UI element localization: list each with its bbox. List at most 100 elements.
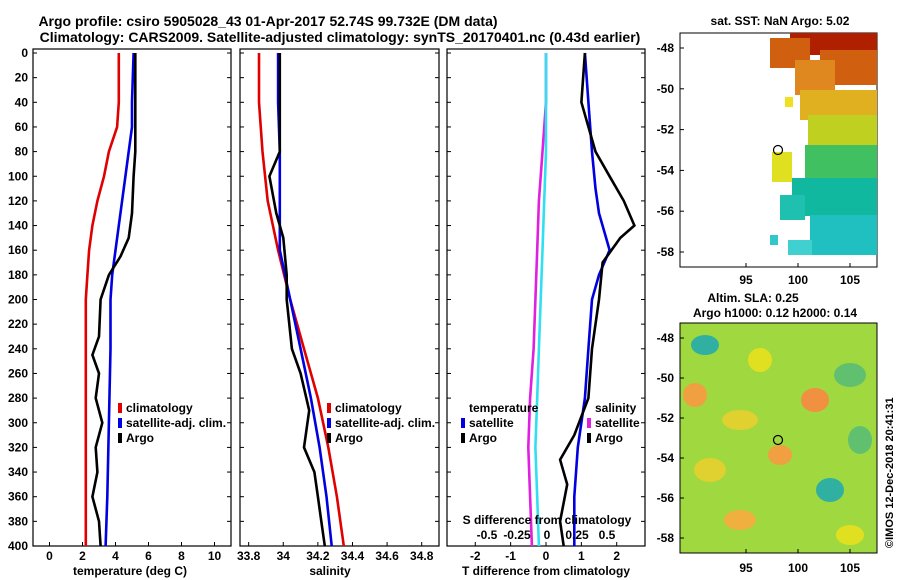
series-line-salinity-satellite [534, 53, 548, 547]
map-y-tick-label: -54 [657, 451, 675, 465]
map-y-tick-label: -56 [657, 491, 675, 505]
map-y-tick-label: -48 [657, 41, 675, 55]
x-tick-label: 1 [578, 549, 585, 563]
legend-argo: Argo [335, 431, 363, 445]
depth-tick-label: 140 [8, 219, 28, 233]
sla-map-axes: -48 -50 -52 -54 -56 -58 95 100 105 [657, 331, 861, 575]
map-x-tick-label: 95 [739, 561, 753, 575]
map-x-tick-label: 95 [739, 273, 753, 287]
map-y-tick-label: -52 [657, 411, 675, 425]
map-x-tick-label: 100 [788, 561, 808, 575]
x-tick-label: 10 [208, 549, 222, 563]
series-line-argo [91, 53, 137, 547]
salinity-panel-frame [239, 48, 440, 547]
sst-map-axes: -48 -50 -52 -54 -56 -58 95 100 105 [657, 41, 861, 287]
depth-axis: 0 20 40 60 80 100 120 140 160 180 200 220 240 260 280 3… [8, 46, 645, 553]
depth-tick-label: 100 [8, 169, 28, 183]
sst-map [679, 32, 878, 268]
title-line-1: Argo profile: csiro 5905028_43 01-Apr-20… [38, 13, 497, 29]
legend-temperature-title: temperature [469, 401, 539, 415]
legend-satellite-adj: satellite-adj. clim. [126, 416, 226, 430]
legend-satellite-adj: satellite-adj. clim. [335, 416, 435, 430]
temperature-panel-frame [32, 48, 232, 547]
x-tick-label: 4 [112, 549, 119, 563]
depth-tick-label: 220 [8, 317, 28, 331]
map-y-tick-label: -54 [657, 163, 675, 177]
map-y-tick-label: -56 [657, 204, 675, 218]
s-tick-label: 0.25 [565, 528, 589, 542]
temperature-xlabel: temperature (deg C) [73, 564, 187, 578]
depth-tick-label: 400 [8, 539, 28, 553]
sst-map-title: sat. SST: NaN Argo: 5.02 [711, 14, 850, 28]
timestamp: ©IMOS 12-Dec-2018 20:41:31 [884, 397, 896, 548]
salinity-xlabel: salinity [309, 564, 351, 578]
temperature-legend: climatology satellite-adj. clim. Argo [118, 401, 226, 445]
depth-tick-label: 160 [8, 243, 28, 257]
map-y-tick-label: -52 [657, 123, 675, 137]
depth-tick-label: 380 [8, 514, 28, 528]
depth-tick-label: 120 [8, 194, 28, 208]
s-tick-label: 0 [544, 528, 551, 542]
s-tick-label: -0.25 [503, 528, 531, 542]
x-tick-label: 33.8 [237, 549, 261, 563]
argo-position-marker [772, 434, 784, 446]
series-line-argo [268, 53, 327, 547]
map-x-tick-label: 105 [840, 273, 860, 287]
s-difference-label: S difference from climatology [463, 513, 632, 527]
depth-tick-label: 20 [15, 71, 29, 85]
map-y-tick-label: -58 [657, 245, 675, 259]
x-tick-label: 0 [46, 549, 53, 563]
legend-argo: Argo [126, 431, 154, 445]
map-y-tick-label: -48 [657, 331, 675, 345]
s-tick-label: -0.5 [477, 528, 498, 542]
legend-t-argo: Argo [469, 431, 497, 445]
legend-s-satellite: satellite [595, 416, 640, 430]
depth-tick-label: 200 [8, 293, 28, 307]
map-x-tick-label: 105 [840, 561, 860, 575]
depth-tick-label: 240 [8, 342, 28, 356]
s-tick-label: 0.5 [599, 528, 616, 542]
depth-tick-label: 260 [8, 366, 28, 380]
depth-tick-label: 60 [15, 120, 29, 134]
s-difference-ticks: -0.5 -0.25 0 0.25 0.5 [477, 528, 616, 542]
map-y-tick-label: -50 [657, 371, 675, 385]
difference-xlabel: T difference from climatology [462, 564, 630, 578]
x-tick-label: 34.8 [410, 549, 434, 563]
series-line-satellite-adj-clim- [104, 52, 135, 547]
legend-s-argo: Argo [595, 431, 623, 445]
x-tick-label: 2 [79, 549, 86, 563]
depth-tick-label: 280 [8, 391, 28, 405]
sla-map-title-1: Altim. SLA: 0.25 [707, 291, 799, 305]
salinity-legend: climatology satellite-adj. clim. Argo [327, 401, 435, 445]
x-tick-label: 34.2 [306, 549, 330, 563]
x-tick-label: -2 [470, 549, 481, 563]
x-tick-label: 2 [613, 549, 620, 563]
legend-salinity-title: salinity [595, 401, 637, 415]
difference-legend: temperature satellite Argo salinity sate… [461, 401, 640, 445]
series-line-temperature-argo-blue- [572, 52, 611, 546]
x-tick-label: 6 [145, 549, 152, 563]
x-tick-label: 34.4 [341, 549, 365, 563]
series-line-climatology [84, 53, 121, 546]
series-line-salinity-argo-black- [558, 52, 636, 547]
sla-map-title-2: Argo h1000: 0.12 h2000: 0.14 [693, 306, 857, 320]
x-tick-label: -1 [505, 549, 516, 563]
depth-tick-label: 80 [15, 145, 29, 159]
map-y-tick-label: -58 [657, 531, 675, 545]
depth-tick-label: 300 [8, 416, 28, 430]
sla-map [679, 322, 878, 554]
depth-tick-label: 40 [15, 95, 29, 109]
profile-curves [84, 52, 636, 547]
depth-tick-label: 320 [8, 440, 28, 454]
depth-tick-label: 180 [8, 268, 28, 282]
title-line-2: Climatology: CARS2009. Satellite-adjuste… [40, 29, 641, 45]
map-y-tick-label: -50 [657, 82, 675, 96]
x-tick-label: 34.6 [375, 549, 399, 563]
depth-tick-label: 0 [21, 46, 28, 60]
legend-t-satellite: satellite [469, 416, 514, 430]
depth-tick-label: 360 [8, 490, 28, 504]
map-x-tick-label: 100 [788, 273, 808, 287]
legend-climatology: climatology [335, 401, 402, 415]
legend-climatology: climatology [126, 401, 193, 415]
